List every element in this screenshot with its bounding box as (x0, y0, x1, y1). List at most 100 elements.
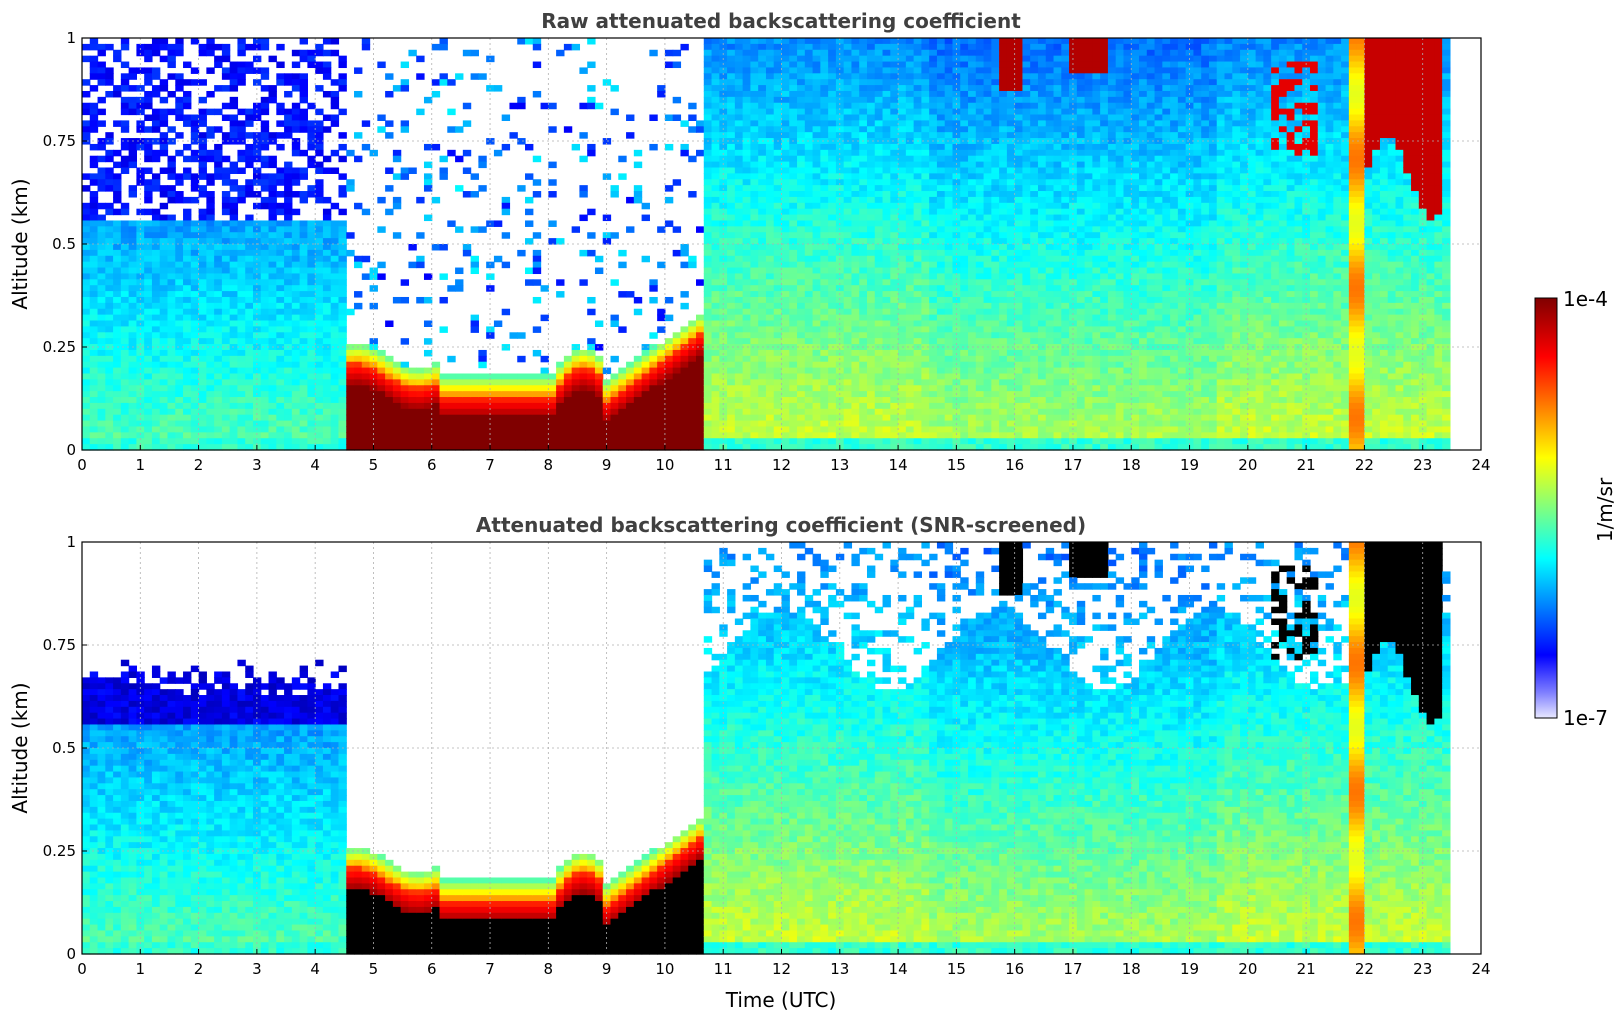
heatmap-cell (688, 361, 697, 369)
heatmap-cell (882, 208, 891, 216)
heatmap-cell (276, 438, 285, 445)
heatmap-cell (765, 367, 775, 375)
heatmap-cell (89, 320, 99, 327)
heatmap-cell (330, 220, 340, 227)
heatmap-cell (377, 414, 386, 422)
heatmap-cell (120, 432, 130, 439)
heatmap-cell (167, 444, 176, 451)
heatmap-cell (913, 179, 922, 186)
heatmap-cell (742, 367, 752, 375)
heatmap-cell (525, 196, 534, 204)
heatmap-cell (851, 426, 860, 433)
heatmap-cell (874, 432, 884, 439)
heatmap-cell (571, 349, 581, 357)
heatmap-cell (913, 167, 922, 174)
heatmap-cell (680, 373, 689, 380)
heatmap-cell (105, 373, 114, 380)
heatmap-cell (330, 367, 340, 375)
heatmap-cell (268, 191, 277, 198)
heatmap-cell (789, 361, 798, 369)
heatmap-cell (120, 349, 130, 357)
heatmap-cell (898, 426, 907, 433)
heatmap-cell (610, 279, 619, 286)
heatmap-cell (431, 426, 441, 433)
heatmap-cell (758, 320, 767, 327)
heatmap-cell (866, 49, 876, 57)
heatmap-cell (361, 344, 371, 351)
heatmap-cell (128, 185, 137, 192)
heatmap-cell (913, 143, 922, 151)
heatmap-cell (641, 402, 650, 410)
heatmap-cell (330, 349, 340, 357)
heatmap-cell (781, 326, 790, 333)
heatmap-cell (206, 420, 215, 428)
heatmap-cell (913, 273, 922, 280)
heatmap-cell (113, 267, 122, 275)
heatmap-cell (727, 261, 736, 269)
heatmap-cell (828, 179, 837, 186)
heatmap-cell (532, 179, 542, 186)
heatmap-cell (548, 391, 557, 398)
heatmap-cell (120, 373, 130, 380)
heatmap-cell (711, 55, 720, 63)
heatmap-cell (890, 102, 899, 110)
heatmap-cell (882, 261, 891, 269)
heatmap-cell (742, 38, 752, 45)
heatmap-cell (773, 385, 783, 392)
heatmap-cell (299, 367, 308, 375)
heatmap-cell (789, 249, 798, 257)
heatmap-cell (338, 155, 347, 163)
heatmap-cell (338, 55, 347, 63)
heatmap-cell (835, 108, 845, 116)
heatmap-cell (727, 408, 736, 416)
heatmap-cell (167, 438, 176, 445)
heatmap-cell (773, 302, 783, 310)
heatmap-cell (447, 379, 456, 386)
heatmap-cell (696, 149, 705, 157)
heatmap-cell (929, 114, 938, 121)
heatmap-cell (797, 220, 806, 227)
heatmap-cell (532, 279, 542, 286)
heatmap-cell (890, 249, 899, 257)
heatmap-cell (812, 55, 821, 63)
heatmap-cell (750, 344, 759, 351)
heatmap-cell (866, 138, 876, 145)
heatmap-cell (828, 202, 837, 210)
heatmap-cell (742, 79, 752, 86)
heatmap-cell (82, 273, 91, 280)
heatmap-cell (385, 438, 394, 445)
heatmap-cell (828, 314, 837, 322)
heatmap-cell (501, 426, 511, 433)
heatmap-cell (105, 302, 114, 310)
heatmap-cell (120, 38, 130, 45)
heatmap-cell (866, 238, 876, 245)
heatmap-cell (198, 391, 207, 398)
heatmap-cell (773, 267, 783, 275)
heatmap-cell (664, 432, 674, 439)
heatmap-cell (276, 314, 285, 322)
heatmap-cell (198, 444, 207, 451)
heatmap-cell (416, 196, 425, 204)
heatmap-cell (571, 373, 581, 380)
heatmap-cell (773, 185, 783, 192)
heatmap-cell (750, 191, 759, 198)
heatmap-cell (260, 320, 270, 327)
heatmap-cell (765, 285, 775, 292)
heatmap-cell (82, 244, 91, 251)
heatmap-cell (882, 385, 891, 392)
heatmap-cell (758, 232, 767, 239)
heatmap-cell (198, 232, 207, 239)
heatmap-cell (167, 279, 176, 286)
heatmap-cell (835, 402, 845, 410)
heatmap-cell (820, 214, 829, 222)
heatmap-cell (898, 132, 907, 139)
heatmap-cell (587, 444, 596, 451)
heatmap-cell (167, 291, 176, 298)
heatmap-cell (921, 202, 930, 210)
heatmap-cell (151, 179, 161, 186)
heatmap-cell (859, 196, 868, 204)
heatmap-cell (245, 438, 254, 445)
heatmap-cell (866, 73, 876, 80)
heatmap-cell (291, 191, 301, 198)
heatmap-cell (781, 185, 790, 192)
